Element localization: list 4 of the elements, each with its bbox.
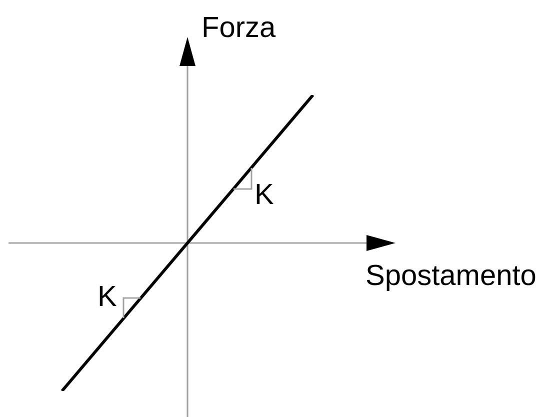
- y-axis-title: Forza: [202, 12, 276, 44]
- annotation: K: [254, 179, 274, 211]
- annotation: K: [98, 281, 118, 313]
- x-axis-title: Spostamento: [366, 260, 536, 292]
